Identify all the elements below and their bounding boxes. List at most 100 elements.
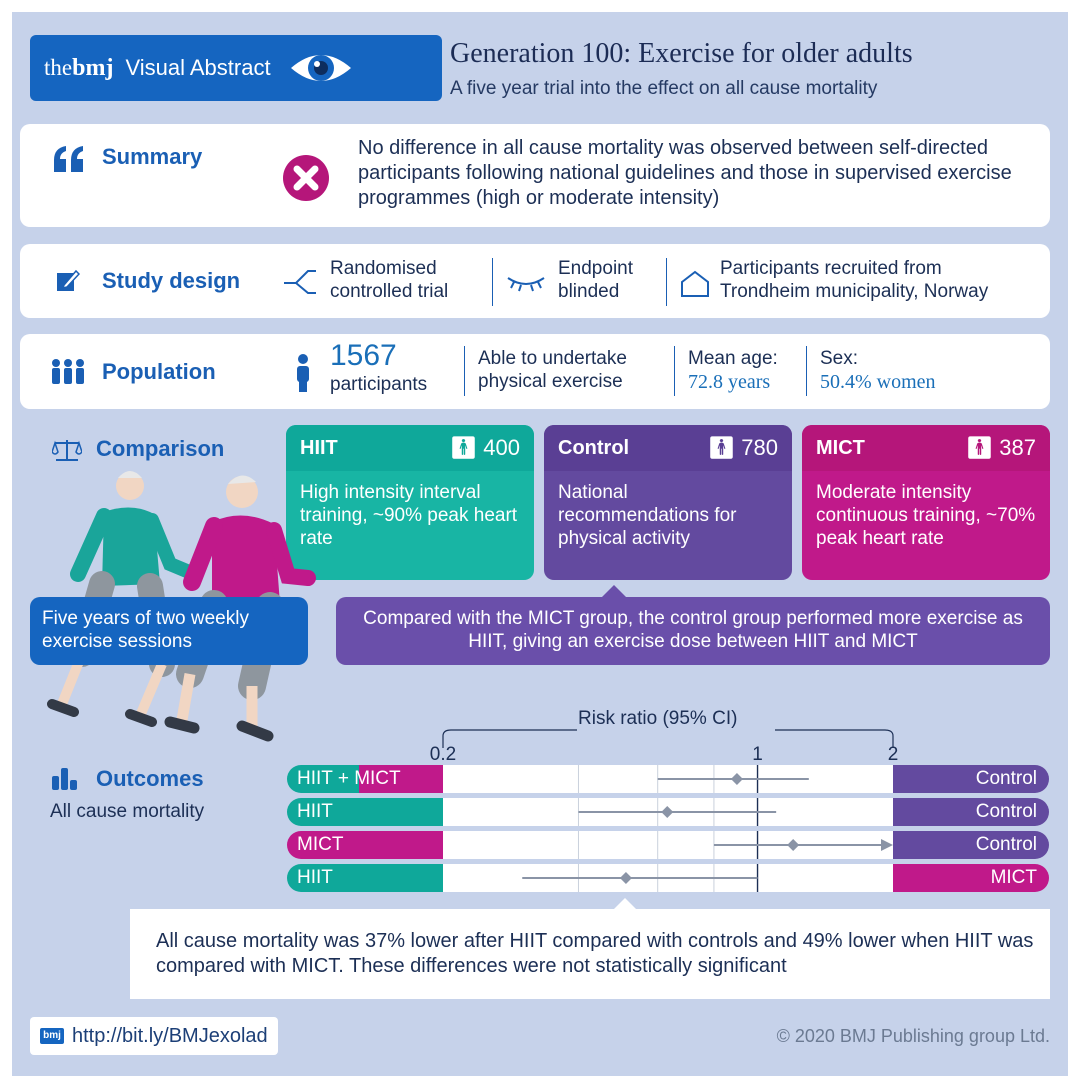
runners-illustration (47, 471, 316, 742)
group-control-header: Control 🚹︎ 780 (544, 425, 792, 471)
divider (464, 346, 465, 396)
callout-exercise-dose: Compared with the MICT group, the contro… (336, 597, 1050, 665)
axis-bracket (442, 729, 894, 748)
group-control-card: Control 🚹︎ 780 National recommendations … (544, 425, 792, 580)
row-left-group-a: HIIT (297, 768, 333, 789)
forest-row: MICT Control (287, 831, 1049, 859)
row-right-label: Control (893, 831, 1049, 859)
population-count-unit: participants (330, 374, 428, 395)
visual-abstract: the bmj Visual Abstract Generation 100: … (12, 12, 1068, 1076)
person-icon (297, 354, 309, 392)
design-location: Participants recruited from Trondheim mu… (720, 257, 988, 303)
estimate-point (787, 839, 800, 851)
divider (674, 346, 675, 396)
summary-text: No difference in all cause mortality was… (358, 137, 1012, 209)
row-plot (522, 864, 759, 892)
row-left-label: HIIT (287, 798, 443, 826)
axis-tick-label: 2 (888, 744, 899, 762)
population-sex-value: 50.4% women (820, 371, 936, 393)
randomise-icon (284, 270, 316, 294)
callout-duration: Five years of two weekly exercise sessio… (30, 597, 308, 665)
person-icon: 🚹︎ (449, 435, 478, 460)
axis-tick-label: 1 (752, 744, 763, 762)
study-design-panel: Study design Randomised controlled trial… (20, 244, 1050, 318)
brand-the: the (44, 55, 73, 80)
copyright: © 2020 BMJ Publishing group Ltd. (776, 1026, 1050, 1046)
group-hiit-card: HIIT 🚹︎ 400 High intensity interval trai… (286, 425, 534, 580)
footer-link-box[interactable]: bmj http://bit.ly/BMJexolad (30, 1017, 278, 1055)
row-left-sep: + (332, 768, 355, 789)
group-control-name: Control (558, 436, 630, 459)
axis-tick-label: 0.2 (430, 744, 456, 762)
estimate-point (730, 773, 743, 785)
group-hiit-name: HIIT (300, 436, 338, 459)
group-mict-count: 🚹︎ 387 (965, 435, 1036, 461)
row-right-label: MICT (893, 864, 1049, 892)
bar-chart-icon (52, 768, 77, 790)
comparison-label: Comparison (96, 436, 225, 461)
close-x-icon (283, 155, 329, 201)
design-randomised-line2: controlled trial (330, 281, 449, 302)
row-left-label: HIIT (287, 864, 443, 892)
summary-label: Summary (102, 144, 203, 169)
footer-link[interactable]: http://bit.ly/BMJexolad (72, 1024, 268, 1047)
population-age-label: Mean age: (688, 348, 778, 369)
population-sex-label: Sex: (820, 348, 859, 369)
forest-row: HIIT + MICT Control (287, 765, 1049, 793)
group-control-count: 🚹︎ 780 (707, 435, 778, 461)
conclusion-box: All cause mortality was 37% lower after … (130, 909, 1050, 999)
group-mict-desc: Moderate intensity continuous training, … (816, 482, 1036, 549)
group-hiit-header: HIIT 🚹︎ 400 (286, 425, 534, 471)
axis-title: Risk ratio (95% CI) (578, 708, 738, 729)
page-title: Generation 100: Exercise for older adult… (450, 38, 913, 69)
divider (492, 258, 493, 306)
person-icon: 🚹︎ (707, 435, 736, 460)
group-hiit-count-value: 400 (483, 435, 520, 460)
design-randomised-line1: Randomised (330, 258, 437, 279)
brand-bmj: bmj (72, 54, 114, 81)
population-ability-line1: Able to undertake (478, 348, 627, 369)
row-left-label: MICT (287, 831, 443, 859)
design-blinded-line1: Endpoint (558, 258, 634, 279)
population-age-value: 72.8 years (688, 371, 771, 393)
group-mict-name: MICT (816, 436, 865, 459)
page-subtitle: A five year trial into the effect on all… (450, 78, 878, 99)
row-plot (577, 798, 777, 826)
outcomes-label: Outcomes (96, 766, 204, 791)
ci-arrow (881, 839, 893, 851)
brand-banner: the bmj Visual Abstract (30, 35, 442, 101)
row-plot (577, 765, 809, 793)
estimate-point (619, 872, 632, 884)
bmj-logo-icon: bmj (40, 1028, 64, 1044)
group-mict-header: MICT 🚹︎ 387 (802, 425, 1050, 471)
group-mict-count-value: 387 (999, 435, 1036, 460)
outcome-measure: All cause mortality (50, 801, 205, 822)
quote-icon (54, 146, 83, 172)
conclusion-text: All cause mortality was 37% lower after … (156, 930, 1034, 977)
study-design-label: Study design (102, 268, 241, 293)
group-hiit-desc: High intensity interval training, ~90% p… (300, 482, 518, 549)
house-icon (681, 270, 709, 297)
group-hiit-count: 🚹︎ 400 (449, 435, 520, 461)
group-control-desc: National recommendations for physical ac… (558, 482, 737, 549)
population-label: Population (102, 359, 216, 384)
group-control-count-value: 780 (741, 435, 778, 460)
person-icon: 🚹︎ (965, 435, 994, 460)
population-count: 1567 (330, 339, 397, 372)
row-right-label: Control (893, 765, 1049, 793)
forest-row: HIIT Control (287, 798, 1049, 826)
closed-eye-icon (507, 277, 545, 292)
row-left-group-b: MICT (354, 768, 401, 789)
design-blinded: Endpoint blinded (558, 257, 633, 303)
row-right-label: Control (893, 798, 1049, 826)
callout-pointer (602, 585, 626, 597)
population-ability-line2: physical exercise (478, 371, 623, 392)
design-randomised: Randomised controlled trial (330, 257, 448, 303)
population-ability: Able to undertake physical exercise (478, 347, 627, 393)
summary-panel: Summary No difference in all cause morta… (20, 124, 1050, 227)
population-panel: Population 1567 participants Able to und… (20, 334, 1050, 409)
pencil-icon (57, 269, 80, 291)
row-left-label: HIIT + MICT (287, 765, 443, 793)
design-blinded-line2: blinded (558, 281, 620, 302)
eye-icon (290, 55, 351, 81)
